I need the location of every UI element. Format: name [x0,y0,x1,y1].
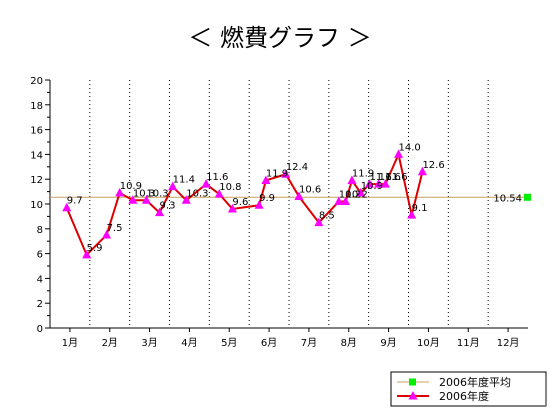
data-label: 9.9 [259,193,275,204]
data-label: 11.9 [352,168,374,179]
data-point [407,210,417,219]
data-point [62,202,72,212]
y-tick-label: 12 [30,175,43,186]
fuel-series [62,149,427,259]
data-label: 11.6 [385,172,407,183]
data-point [168,181,178,191]
x-tick-label: 7月 [301,337,317,349]
data-point [102,230,112,239]
x-tick-label: 12月 [497,337,520,349]
legend-series-marker [408,391,418,400]
data-label: 10.6 [299,185,321,196]
y-tick-label: 18 [30,101,43,112]
x-tick-label: 5月 [221,337,237,349]
data-point [261,175,271,184]
data-label: 10.3 [146,188,168,199]
data-label: 10.3 [186,188,208,199]
data-label: 10.2 [346,190,368,201]
data-point [254,200,264,209]
data-label: 11.4 [173,175,195,186]
data-point [314,217,324,227]
chart-title: ＜ 燃費グラフ ＞ [188,24,371,52]
data-label: 9.7 [67,196,83,207]
data-label: 12.4 [286,162,308,173]
legend-average-marker [409,378,416,386]
data-point [201,179,211,188]
data-label: 5.9 [87,243,103,254]
grid-lines [89,80,489,328]
x-tick-label: 6月 [261,337,277,349]
data-label: 10.9 [120,181,142,192]
data-label: 7.5 [107,223,123,234]
x-tick-label: 8月 [341,337,357,349]
data-label: 11.9 [266,168,288,179]
data-point [374,179,384,188]
data-point [281,169,291,178]
x-tick-label: 2月 [102,337,118,349]
data-point [417,166,427,176]
average-marker [524,193,531,201]
data-point [380,179,390,188]
data-point [394,149,404,158]
x-tick-label: 10月 [417,337,440,349]
data-point [214,189,224,198]
axes: 0 2 4 6 8 10 12 14 16 18 20 1月 2月 3月 4月 5月 6月 7月 8月 9月 10月 11… [30,76,528,349]
data-label: 14.0 [399,142,421,153]
data-label: 8.5 [319,211,335,222]
x-tick-label: 4月 [181,337,197,349]
data-label: 10.3 [133,188,155,199]
data-label: 9.1 [412,203,428,214]
data-label: 9.6 [232,197,248,208]
legend-box [390,371,547,407]
data-label: 10.9 [361,181,383,192]
y-tick-label: 0 [37,324,43,335]
x-tick-label: 9月 [380,337,396,349]
average-series: 10.54 [50,193,531,204]
y-tick-label: 2 [37,299,43,310]
data-point [341,196,351,206]
x-tick-label: 3月 [141,337,157,349]
x-tick-label: 1月 [62,337,78,349]
data-label: 11.6 [369,172,391,183]
y-tick-label: 14 [30,150,43,161]
data-label: 11.6 [379,172,401,183]
data-label: 12.6 [422,160,444,171]
y-tick-label: 10 [30,200,43,211]
y-tick-label: 4 [37,274,43,285]
data-labels: 9.75.97.510.910.310.39.311.410.311.610.8… [67,142,445,253]
data-point [227,203,237,213]
data-label: 11.6 [206,172,228,183]
legend-series-label: 2006年度 [439,389,489,403]
y-tick-label: 8 [37,225,43,236]
data-point [347,175,357,184]
y-tick-label: 20 [30,76,43,87]
average-label: 10.54 [493,193,522,204]
data-point [294,191,304,201]
y-tick-label: 6 [37,250,43,261]
y-tick-label: 16 [30,126,43,137]
data-point [82,249,92,259]
data-point [181,195,191,204]
data-point [155,207,165,217]
x-tick-label: 11月 [457,337,480,349]
data-point [356,187,366,197]
data-point [334,196,344,206]
data-point [141,195,151,204]
data-point [364,179,374,188]
data-point [128,195,138,204]
data-label: 10.2 [339,190,361,201]
data-point [115,187,125,197]
data-label: 10.8 [219,182,241,193]
data-label: 9.3 [160,201,176,212]
legend-average-label: 2006年度平均 [439,375,511,389]
